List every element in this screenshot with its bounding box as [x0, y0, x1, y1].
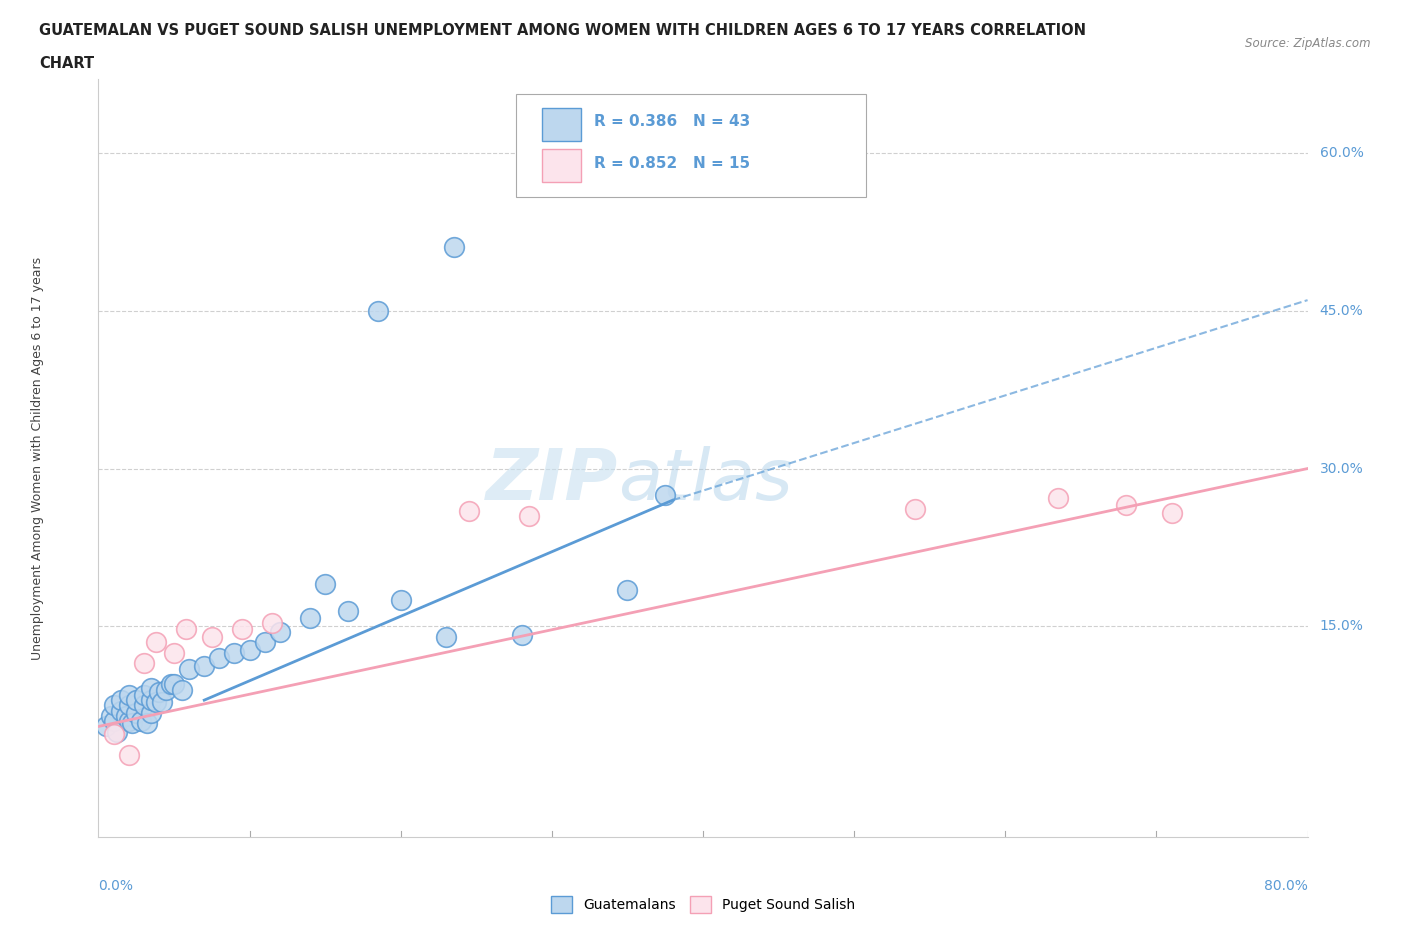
Point	[174, 621, 197, 636]
Legend: Guatemalans, Puget Sound Salish: Guatemalans, Puget Sound Salish	[546, 890, 860, 919]
Point	[118, 713, 141, 728]
Text: 60.0%: 60.0%	[1320, 146, 1364, 160]
Point	[1115, 498, 1137, 512]
Text: Source: ZipAtlas.com: Source: ZipAtlas.com	[1246, 37, 1371, 50]
Bar	[543, 149, 581, 182]
Point	[125, 693, 148, 708]
Point	[94, 719, 117, 734]
Point	[231, 621, 253, 636]
Point	[654, 487, 676, 502]
FancyBboxPatch shape	[516, 94, 866, 196]
Point	[163, 677, 186, 692]
Point	[110, 693, 132, 708]
Point	[367, 303, 389, 318]
Point	[148, 684, 170, 699]
Point	[141, 705, 163, 720]
Point	[457, 503, 479, 518]
Text: atlas: atlas	[619, 446, 793, 515]
Point	[177, 661, 201, 676]
Text: 15.0%: 15.0%	[1320, 619, 1364, 633]
Point	[262, 616, 284, 631]
Point	[141, 680, 163, 695]
Point	[389, 592, 412, 607]
Text: R = 0.386   N = 43: R = 0.386 N = 43	[595, 113, 751, 129]
Point	[239, 643, 262, 658]
Point	[253, 635, 276, 650]
Point	[314, 577, 336, 591]
Bar	[543, 108, 581, 141]
Point	[125, 705, 148, 720]
Text: 80.0%: 80.0%	[1264, 879, 1308, 893]
Point	[510, 628, 533, 643]
Point	[160, 677, 183, 692]
Point	[121, 716, 143, 731]
Text: ZIP: ZIP	[486, 446, 619, 515]
Point	[150, 695, 173, 710]
Point	[904, 501, 927, 516]
Text: 30.0%: 30.0%	[1320, 461, 1364, 475]
Point	[1160, 505, 1182, 520]
Point	[118, 687, 141, 702]
Point	[163, 645, 186, 660]
Point	[114, 709, 136, 724]
Point	[193, 659, 215, 674]
Point	[443, 240, 465, 255]
Point	[132, 656, 155, 671]
Point	[208, 651, 231, 666]
Point	[336, 604, 359, 618]
Text: Unemployment Among Women with Children Ages 6 to 17 years: Unemployment Among Women with Children A…	[31, 257, 45, 659]
Point	[141, 693, 163, 708]
Point	[269, 624, 291, 639]
Text: 45.0%: 45.0%	[1320, 304, 1364, 318]
Point	[100, 709, 122, 724]
Point	[201, 630, 224, 644]
Point	[132, 687, 155, 702]
Point	[434, 630, 457, 644]
Point	[110, 703, 132, 718]
Point	[103, 698, 125, 713]
Point	[103, 726, 125, 741]
Point	[105, 724, 128, 739]
Point	[135, 716, 157, 731]
Point	[145, 635, 167, 650]
Point	[118, 748, 141, 763]
Point	[129, 713, 152, 728]
Point	[1047, 491, 1070, 506]
Text: R = 0.852   N = 15: R = 0.852 N = 15	[595, 155, 751, 171]
Text: GUATEMALAN VS PUGET SOUND SALISH UNEMPLOYMENT AMONG WOMEN WITH CHILDREN AGES 6 T: GUATEMALAN VS PUGET SOUND SALISH UNEMPLO…	[39, 23, 1087, 38]
Text: CHART: CHART	[39, 56, 94, 71]
Point	[103, 713, 125, 728]
Point	[299, 611, 322, 626]
Point	[170, 683, 193, 698]
Point	[145, 695, 167, 710]
Point	[155, 683, 177, 698]
Point	[517, 509, 540, 524]
Point	[616, 582, 638, 597]
Point	[118, 698, 141, 713]
Text: 0.0%: 0.0%	[98, 879, 134, 893]
Point	[224, 645, 246, 660]
Point	[132, 698, 155, 713]
